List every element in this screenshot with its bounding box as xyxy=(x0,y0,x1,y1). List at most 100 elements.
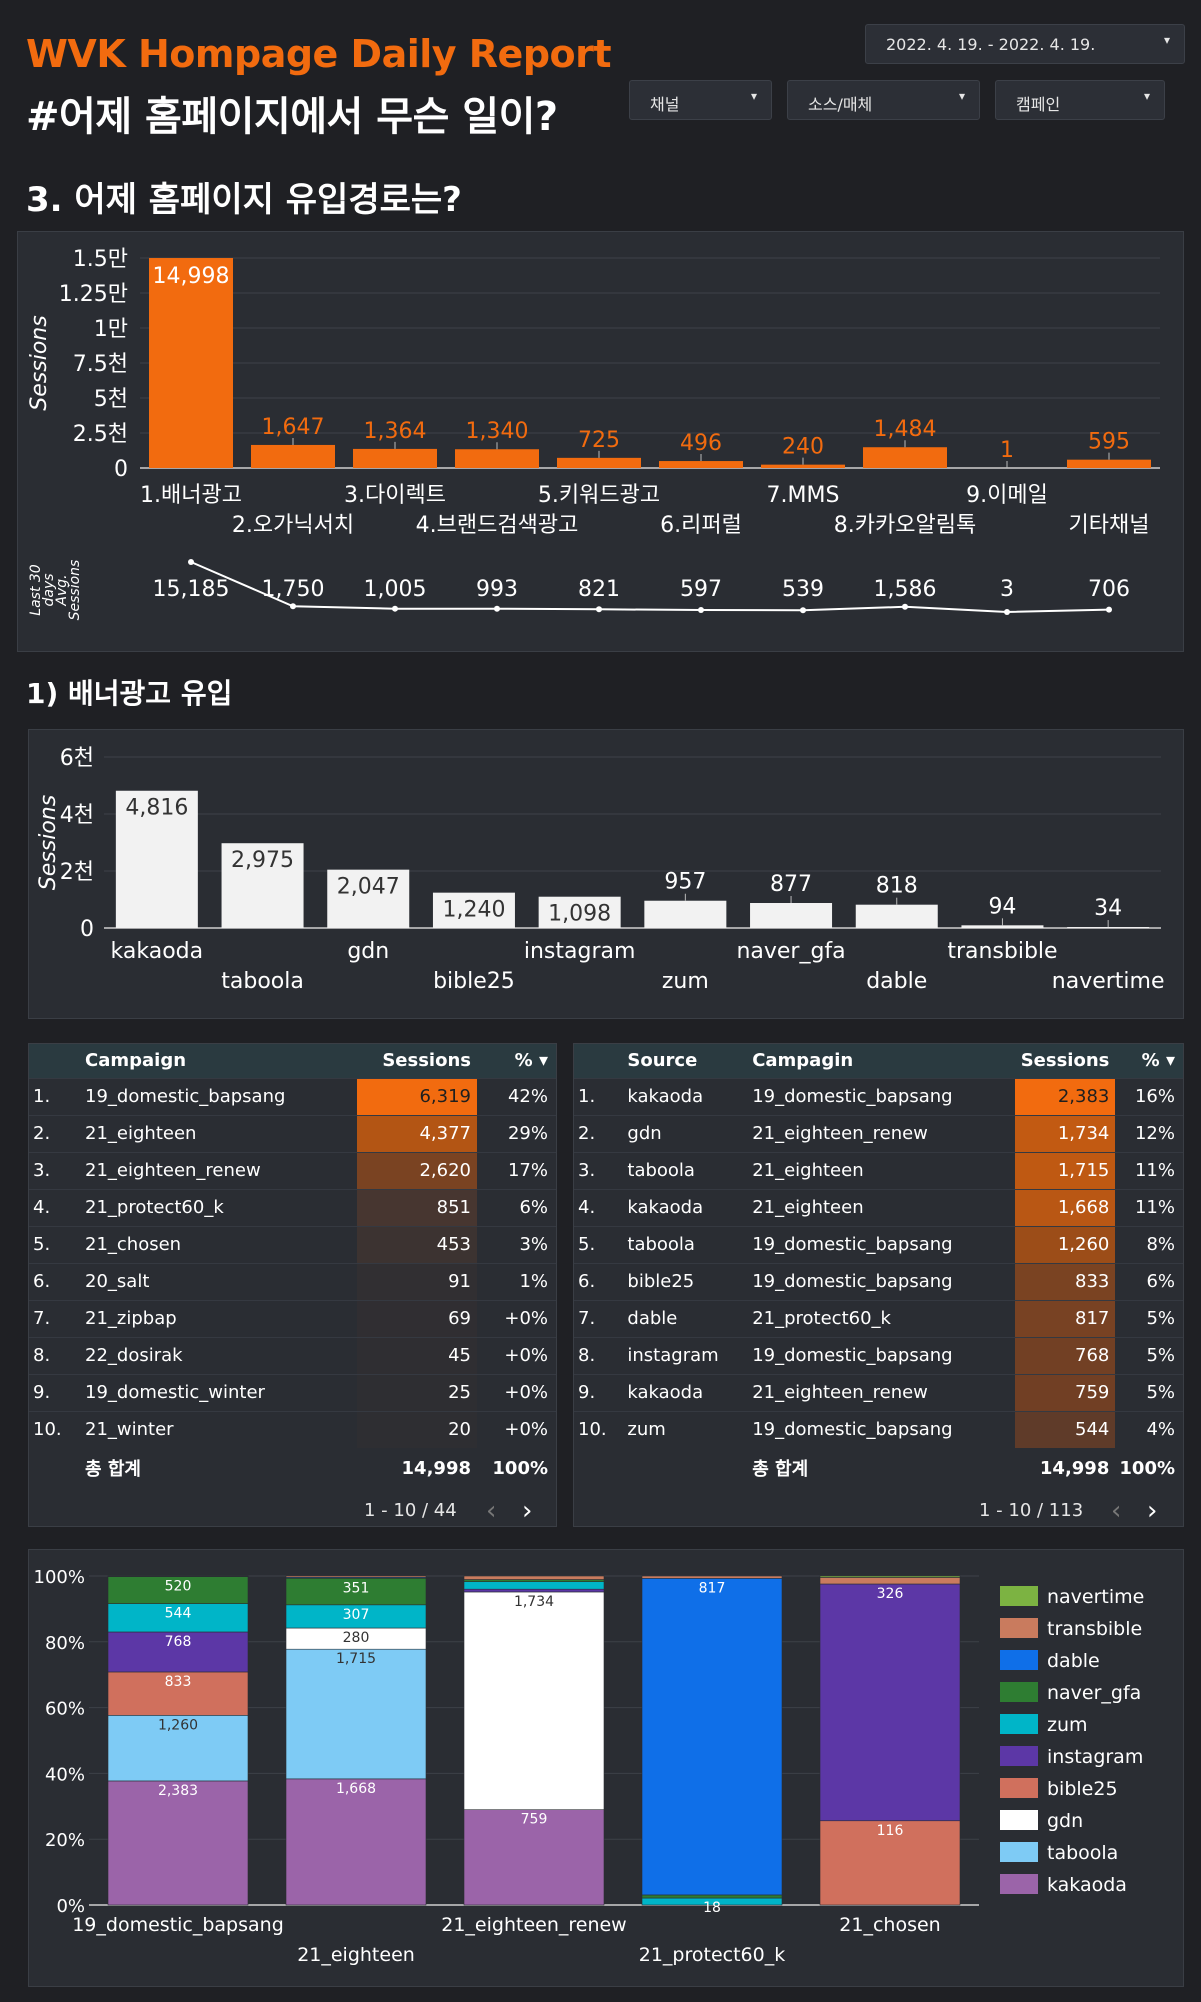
table-row[interactable]: 1. kakaoda 19_domestic_bapsang 2,383 16% xyxy=(574,1077,1183,1115)
stack-segment xyxy=(463,1591,605,1810)
date-range-picker[interactable]: 2022. 4. 19. - 2022. 4. 19. ▾ xyxy=(865,24,1185,64)
source-medium-filter[interactable]: 소스/매체 ▾ xyxy=(787,80,980,120)
bar xyxy=(761,464,845,468)
x-tick-label: 3.다이렉트 xyxy=(344,483,446,508)
col-percent[interactable]: % ▾ xyxy=(477,1044,556,1078)
avg-point xyxy=(1004,608,1010,615)
legend-swatch xyxy=(1000,1874,1038,1894)
rank-cell: 7. xyxy=(574,1299,624,1337)
table-row[interactable]: 4. kakaoda 21_eighteen 1,668 11% xyxy=(574,1188,1183,1226)
avg-point xyxy=(290,603,296,610)
campaign-filter-label: 캠페인 xyxy=(1016,95,1061,114)
table-row[interactable]: 9. kakaoda 21_eighteen_renew 759 5% xyxy=(574,1373,1183,1411)
sessions-cell: 759 xyxy=(1015,1373,1116,1411)
y-tick-label: 100% xyxy=(34,1567,85,1588)
col-sessions[interactable]: Sessions xyxy=(1015,1044,1116,1078)
stack-segment xyxy=(107,1603,249,1633)
table-row[interactable]: 2. 21_eighteen 4,377 29% xyxy=(29,1114,556,1152)
col-campaign[interactable]: Campagin xyxy=(748,1044,1016,1078)
rank-cell: 9. xyxy=(29,1373,81,1411)
percent-cell: 17% xyxy=(477,1151,556,1189)
sessions-cell: 851 xyxy=(357,1188,477,1226)
table-row[interactable]: 10. 21_winter 20 +0% xyxy=(29,1410,556,1448)
segment-value-label: 307 xyxy=(343,1607,370,1623)
table-row[interactable]: 3. 21_eighteen_renew 2,620 17% xyxy=(29,1151,556,1189)
y-tick-label: 1.25만 xyxy=(59,282,128,307)
total-label: 총 합계 xyxy=(85,1459,141,1480)
stack-segment xyxy=(285,1577,427,1606)
campaign-cell: 22_dosirak xyxy=(81,1336,357,1374)
col-sessions[interactable]: Sessions xyxy=(357,1044,477,1078)
x-tick-label: 2.오가닉서치 xyxy=(232,513,354,538)
table-row[interactable]: 9. 19_domestic_winter 25 +0% xyxy=(29,1373,556,1411)
x-tick-label: 기타채널 xyxy=(1069,513,1150,538)
legend-label: navertime xyxy=(1047,1586,1144,1608)
segment-value-label: 116 xyxy=(877,1823,904,1839)
percent-cell: 29% xyxy=(477,1114,556,1152)
table-row[interactable]: 5. taboola 19_domestic_bapsang 1,260 8% xyxy=(574,1225,1183,1263)
rank-cell: 5. xyxy=(574,1225,624,1263)
sessions-cell: 2,620 xyxy=(357,1151,477,1189)
table-row[interactable]: 8. instagram 19_domestic_bapsang 768 5% xyxy=(574,1336,1183,1374)
campaign-filter[interactable]: 캠페인 ▾ xyxy=(995,80,1165,120)
sessions-cell: 817 xyxy=(1015,1299,1116,1337)
table-row[interactable]: 10. zum 19_domestic_bapsang 544 4% xyxy=(574,1410,1183,1448)
bar xyxy=(115,790,198,928)
y-tick-label: 6천 xyxy=(60,746,94,771)
percent-cell: 11% xyxy=(1115,1151,1183,1189)
chevron-left-icon[interactable]: ‹ xyxy=(1111,1496,1122,1526)
rank-cell: 3. xyxy=(574,1151,624,1189)
col-rank xyxy=(574,1044,624,1078)
bar xyxy=(1067,459,1151,468)
bar-value-label: 957 xyxy=(664,870,706,895)
rank-cell: 1. xyxy=(29,1077,81,1115)
table-row[interactable]: 8. 22_dosirak 45 +0% xyxy=(29,1336,556,1374)
legend-label: transbible xyxy=(1047,1618,1142,1640)
col-percent[interactable]: % ▾ xyxy=(1115,1044,1183,1078)
rank-cell: 9. xyxy=(574,1373,624,1411)
y-axis-label: Sessions xyxy=(27,315,52,410)
table-row[interactable]: 6. 20_salt 91 1% xyxy=(29,1262,556,1300)
source-medium-filter-label: 소스/매체 xyxy=(808,95,873,114)
source-cell: kakaoda xyxy=(623,1077,749,1115)
channel-filter-label: 채널 xyxy=(650,95,680,114)
avg-point xyxy=(1106,606,1112,613)
bar xyxy=(863,447,947,468)
campaign-cell: 21_winter xyxy=(81,1410,357,1448)
stack-segment xyxy=(285,1575,427,1578)
stack-segment xyxy=(107,1576,249,1604)
table-row[interactable]: 5. 21_chosen 453 3% xyxy=(29,1225,556,1263)
table-row[interactable]: 7. dable 21_protect60_k 817 5% xyxy=(574,1299,1183,1337)
chevron-left-icon[interactable]: ‹ xyxy=(486,1496,497,1526)
stack-segment xyxy=(463,1588,605,1593)
rank-cell: 10. xyxy=(29,1410,81,1448)
channel-filter[interactable]: 채널 ▾ xyxy=(629,80,772,120)
segment-value-label: 326 xyxy=(877,1586,904,1602)
x-tick-label: 21_eighteen xyxy=(297,1944,415,1966)
table-row[interactable]: 3. taboola 21_eighteen 1,715 11% xyxy=(574,1151,1183,1189)
chevron-right-icon[interactable]: › xyxy=(1147,1496,1158,1526)
table-row[interactable]: 6. bible25 19_domestic_bapsang 833 6% xyxy=(574,1262,1183,1300)
campaign-cell: 21_eighteen xyxy=(81,1114,357,1152)
col-campaign[interactable]: Campaign xyxy=(81,1044,357,1078)
campaign-cell: 21_eighteen_renew xyxy=(81,1151,357,1189)
channel-sessions-panel: 0 2.5천 5천 7.5천 1만 1.25만 1.5만 Sessions 14,998 1.배너… xyxy=(17,231,1184,652)
x-tick-label: naver_gfa xyxy=(736,939,845,964)
percent-cell: +0% xyxy=(477,1373,556,1411)
segment-value-label: 759 xyxy=(521,1812,548,1828)
col-source[interactable]: Source xyxy=(623,1044,749,1078)
table-row[interactable]: 1. 19_domestic_bapsang 6,319 42% xyxy=(29,1077,556,1115)
sessions-cell: 544 xyxy=(1015,1410,1116,1448)
source-cell: taboola xyxy=(623,1225,749,1263)
bar-value-label: 1,340 xyxy=(466,419,529,444)
table-row[interactable]: 2. gdn 21_eighteen_renew 1,734 12% xyxy=(574,1114,1183,1152)
table-row[interactable]: 7. 21_zipbap 69 +0% xyxy=(29,1299,556,1337)
percent-cell: 16% xyxy=(1115,1077,1183,1115)
bar xyxy=(855,904,938,928)
chevron-right-icon[interactable]: › xyxy=(522,1496,533,1526)
table-row[interactable]: 4. 21_protect60_k 851 6% xyxy=(29,1188,556,1226)
y-tick-label: 1.5만 xyxy=(73,247,128,272)
legend-swatch xyxy=(1000,1778,1038,1798)
percent-cell: 5% xyxy=(1115,1373,1183,1411)
x-tick-label: gdn xyxy=(347,939,389,964)
